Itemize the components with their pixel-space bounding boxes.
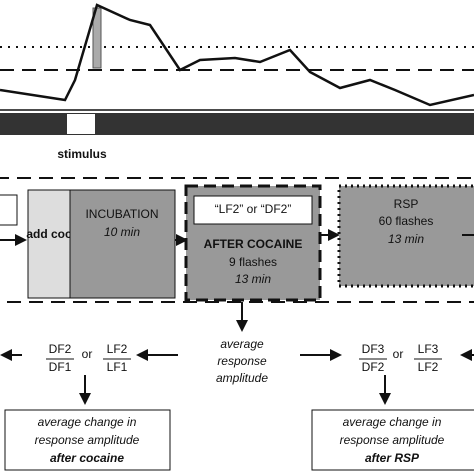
center-text: average (220, 337, 264, 351)
result-emphasis: after RSP (365, 451, 420, 465)
denominator: DF1 (49, 360, 72, 374)
numerator: LF2 (107, 342, 128, 356)
ratio: DF2 DF1 or LF2 LF1 (46, 342, 131, 374)
or-text: or (82, 347, 93, 361)
numerator: DF2 (49, 342, 72, 356)
result-text: response amplitude (340, 433, 445, 447)
stimulus-label: stimulus (57, 147, 107, 161)
box-title: RSP (394, 197, 419, 211)
box-duration: 13 min (235, 272, 271, 286)
box-title: INCUBATION (85, 207, 158, 221)
box-duration: 13 min (388, 232, 424, 246)
box-count: 9 flashes (229, 255, 277, 269)
numerator: DF3 (362, 342, 385, 356)
analysis: average response amplitude DF2 DF1 or LF2 LF… (0, 302, 474, 471)
denominator: LF2 (418, 360, 439, 374)
or-text: or (393, 347, 404, 361)
result-text: average change in (343, 415, 442, 429)
center-text: response (217, 354, 267, 368)
center-text: amplitude (216, 371, 268, 385)
trace-panel: stimulus (0, 3, 474, 161)
box-count: 60 flashes (379, 214, 434, 228)
result-text: response amplitude (35, 433, 140, 447)
box-tag: “LF2” or “DF2” (215, 202, 292, 216)
protocol: add coc INCUBATION 10 min “LF2” or “DF2”… (0, 177, 474, 303)
denominator: LF1 (107, 360, 128, 374)
box-title: AFTER COCAINE (204, 237, 303, 251)
result-emphasis: after cocaine (50, 451, 124, 465)
result-text: average change in (38, 415, 137, 429)
box-label: add coc (26, 227, 72, 241)
box-duration: 10 min (104, 225, 140, 239)
numerator: LF3 (418, 342, 439, 356)
ratio: DF3 DF2 or LF3 LF2 (359, 342, 442, 374)
denominator: DF2 (362, 360, 385, 374)
